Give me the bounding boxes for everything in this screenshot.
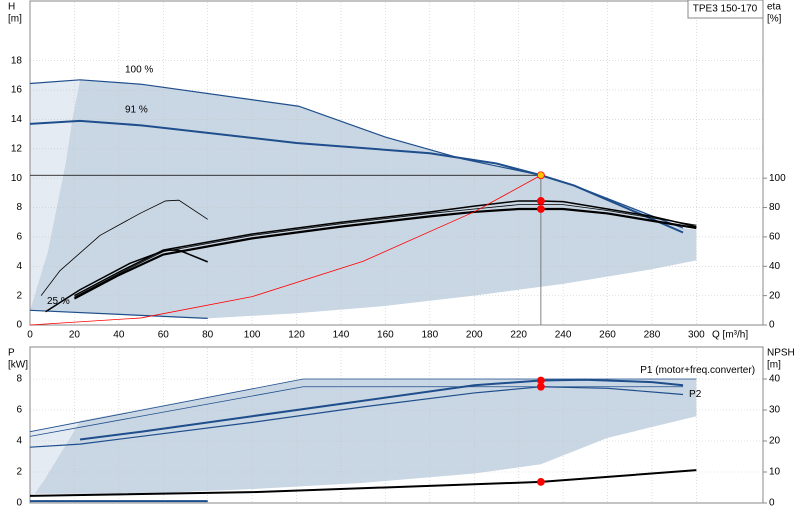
x-tick-label: 60	[158, 330, 170, 341]
x-tick-label: 300	[688, 330, 705, 341]
x-tick-label: 120	[288, 330, 305, 341]
curve	[29, 386, 684, 448]
curve	[74, 200, 697, 297]
y2-tick-label: 20	[769, 436, 781, 447]
y2-tick-label: 20	[769, 290, 781, 301]
x-tick-label: 140	[333, 330, 350, 341]
plot-frame	[29, 346, 764, 504]
y-tick-label: 10	[11, 173, 23, 184]
operating-range	[30, 420, 80, 496]
x-tick-label: 180	[421, 330, 438, 341]
duty-point	[536, 197, 545, 205]
y2-tick-label: 60	[769, 232, 781, 243]
curve-label: P1 (motor+freq.converter)	[640, 365, 755, 376]
y2-tick-label: 0	[769, 498, 775, 509]
x-tick-label: 280	[644, 330, 661, 341]
y-tick-label: 8	[16, 374, 22, 385]
curve	[29, 378, 697, 433]
x-tick-label: 240	[555, 330, 572, 341]
y-tick-label: 4	[16, 436, 22, 447]
title-box	[687, 0, 764, 19]
y2-axis-label: eta	[767, 2, 781, 13]
y-tick-label: 6	[16, 232, 22, 243]
y-axis-label: P	[8, 348, 15, 359]
x-tick-label: 80	[202, 330, 214, 341]
y2-tick-label: 10	[769, 467, 781, 478]
duty-point	[536, 205, 545, 213]
y-axis-label: H	[8, 2, 15, 13]
y2-tick-label: 40	[769, 261, 781, 272]
x-tick-label: 0	[27, 330, 33, 341]
y-tick-label: 2	[16, 467, 22, 478]
x-tick-label: 40	[113, 330, 125, 341]
duty-point	[536, 382, 545, 391]
x-tick-label: 260	[599, 330, 616, 341]
x-tick-label: 220	[510, 330, 527, 341]
operating-range	[34, 379, 697, 494]
x-tick-label: 160	[377, 330, 394, 341]
x-tick-label: 200	[466, 330, 483, 341]
x-axis-label: Q [m³/h]	[712, 330, 748, 341]
y2-tick-label: 40	[769, 374, 781, 385]
y2-tick-label: 0	[769, 320, 775, 331]
curve-label: 91 %	[125, 105, 148, 116]
curve	[45, 249, 208, 313]
operating-range	[30, 79, 697, 319]
y-tick-label: 6	[16, 405, 22, 416]
curve	[29, 469, 697, 497]
curve-label: 25 %	[47, 296, 70, 307]
operating-range	[30, 79, 80, 311]
y-tick-label: 0	[16, 498, 22, 509]
y-tick-label: 12	[11, 143, 23, 154]
y-tick-label: 18	[11, 55, 23, 66]
y-tick-label: 14	[11, 114, 23, 125]
curve-label: 100 %	[125, 64, 153, 75]
curve-label: P2	[689, 389, 702, 400]
y-tick-label: 2	[16, 290, 22, 301]
y-axis-label: [m]	[8, 14, 22, 25]
curve	[40, 199, 208, 296]
y-axis-label: [kW]	[8, 360, 28, 371]
duty-point	[536, 171, 545, 180]
curve	[79, 378, 684, 441]
y2-axis-label: NPSH	[767, 348, 795, 359]
chart-title: TPE3 150-170	[693, 4, 758, 15]
y-tick-label: 0	[16, 320, 22, 331]
y-tick-label: 16	[11, 85, 23, 96]
x-tick-label: 20	[69, 330, 81, 341]
x-tick-label: 100	[244, 330, 261, 341]
y2-tick-label: 100	[769, 173, 786, 184]
curve	[29, 119, 684, 234]
y-tick-label: 4	[16, 261, 22, 272]
curve	[29, 174, 542, 326]
curve	[29, 309, 208, 319]
duty-point	[536, 478, 545, 486]
y2-tick-label: 80	[769, 202, 781, 213]
y2-tick-label: 30	[769, 405, 781, 416]
y2-axis-label: [m]	[767, 360, 781, 371]
y-tick-label: 8	[16, 202, 22, 213]
plot-frame	[29, 0, 764, 326]
y2-axis-label: [%]	[767, 14, 782, 25]
